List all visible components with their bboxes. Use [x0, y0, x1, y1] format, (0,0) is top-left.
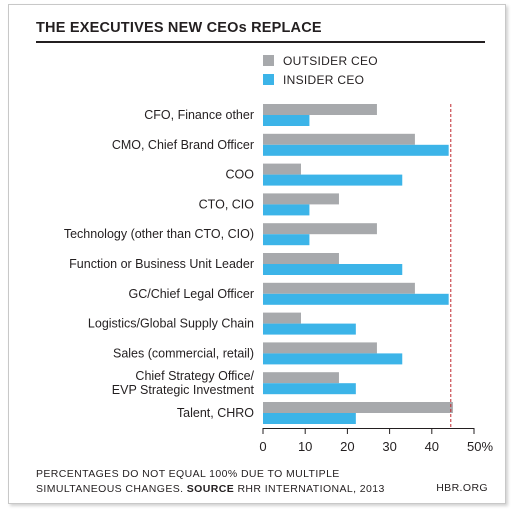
bar-outsider-2: [263, 163, 301, 175]
bar-outsider-3: [263, 193, 339, 205]
bar-outsider-5: [263, 253, 339, 264]
category-label-5: Function or Business Unit Leader: [69, 257, 254, 271]
category-label-8: Sales (commercial, retail): [113, 346, 254, 360]
source-label: SOURCE: [186, 483, 235, 495]
footnote-line-1: PERCENTAGES DO NOT EQUAL 100% DUE TO MUL…: [36, 468, 340, 480]
category-label-1: CMO, Chief Brand Officer: [112, 138, 254, 152]
bar-outsider-9: [263, 372, 339, 384]
bar-outsider-4: [263, 223, 377, 235]
bar-outsider-8: [263, 342, 377, 354]
x-tick-label-4: 40: [425, 439, 439, 454]
footnote: PERCENTAGES DO NOT EQUAL 100% DUE TO MUL…: [36, 467, 488, 497]
bar-insider-4: [263, 234, 310, 246]
category-label-9-1: EVP Strategic Investment: [112, 383, 255, 397]
legend-label-insider: INSIDER CEO: [283, 73, 364, 87]
chart-title: THE EXECUTIVES NEW CEOs REPLACE: [36, 20, 322, 36]
bar-insider-1: [263, 144, 449, 156]
bar-outsider-1: [263, 133, 415, 145]
source-text: RHR INTERNATIONAL, 2013: [237, 483, 385, 495]
category-label-4: Technology (other than CTO, CIO): [64, 227, 254, 241]
brand-label: HBR.ORG: [436, 482, 488, 494]
bar-outsider-6: [263, 282, 415, 294]
bar-insider-7: [263, 323, 356, 335]
footnote-line-2: SIMULTANEOUS CHANGES. SOURCE RHR INTERNA…: [36, 482, 488, 497]
x-tick-label-0: 0: [259, 439, 266, 454]
x-tick-label-3: 30: [382, 439, 396, 454]
bar-insider-0: [263, 115, 310, 126]
category-label-3: CTO, CIO: [199, 197, 255, 211]
legend-swatch-insider: [263, 74, 274, 85]
chart-frame: [8, 4, 506, 504]
title-rule: [36, 41, 485, 43]
category-label-9-0: Chief Strategy Office/: [135, 369, 254, 383]
footnote-changes: SIMULTANEOUS CHANGES.: [36, 483, 184, 495]
legend-label-outsider: OUTSIDER CEO: [283, 54, 378, 68]
category-label-7: Logistics/Global Supply Chain: [88, 317, 254, 331]
legend-swatch-outsider: [263, 55, 274, 66]
bar-insider-2: [263, 174, 403, 186]
x-tick-label-2: 20: [340, 439, 354, 454]
category-label-10: Talent, CHRO: [177, 406, 254, 420]
bar-insider-8: [263, 353, 403, 365]
bar-insider-6: [263, 293, 449, 305]
bar-outsider-0: [263, 104, 377, 115]
category-label-2: COO: [226, 168, 255, 182]
bar-outsider-10: [263, 402, 453, 413]
bar-insider-3: [263, 204, 310, 216]
category-label-0: CFO, Finance other: [144, 108, 254, 122]
category-label-6: GC/Chief Legal Officer: [128, 287, 254, 301]
x-tick-label-5: 50%: [467, 439, 493, 454]
bar-insider-9: [263, 383, 356, 395]
x-tick-label-1: 10: [298, 439, 312, 454]
bar-outsider-7: [263, 312, 301, 324]
bar-insider-5: [263, 264, 403, 275]
bar-insider-10: [263, 413, 356, 424]
